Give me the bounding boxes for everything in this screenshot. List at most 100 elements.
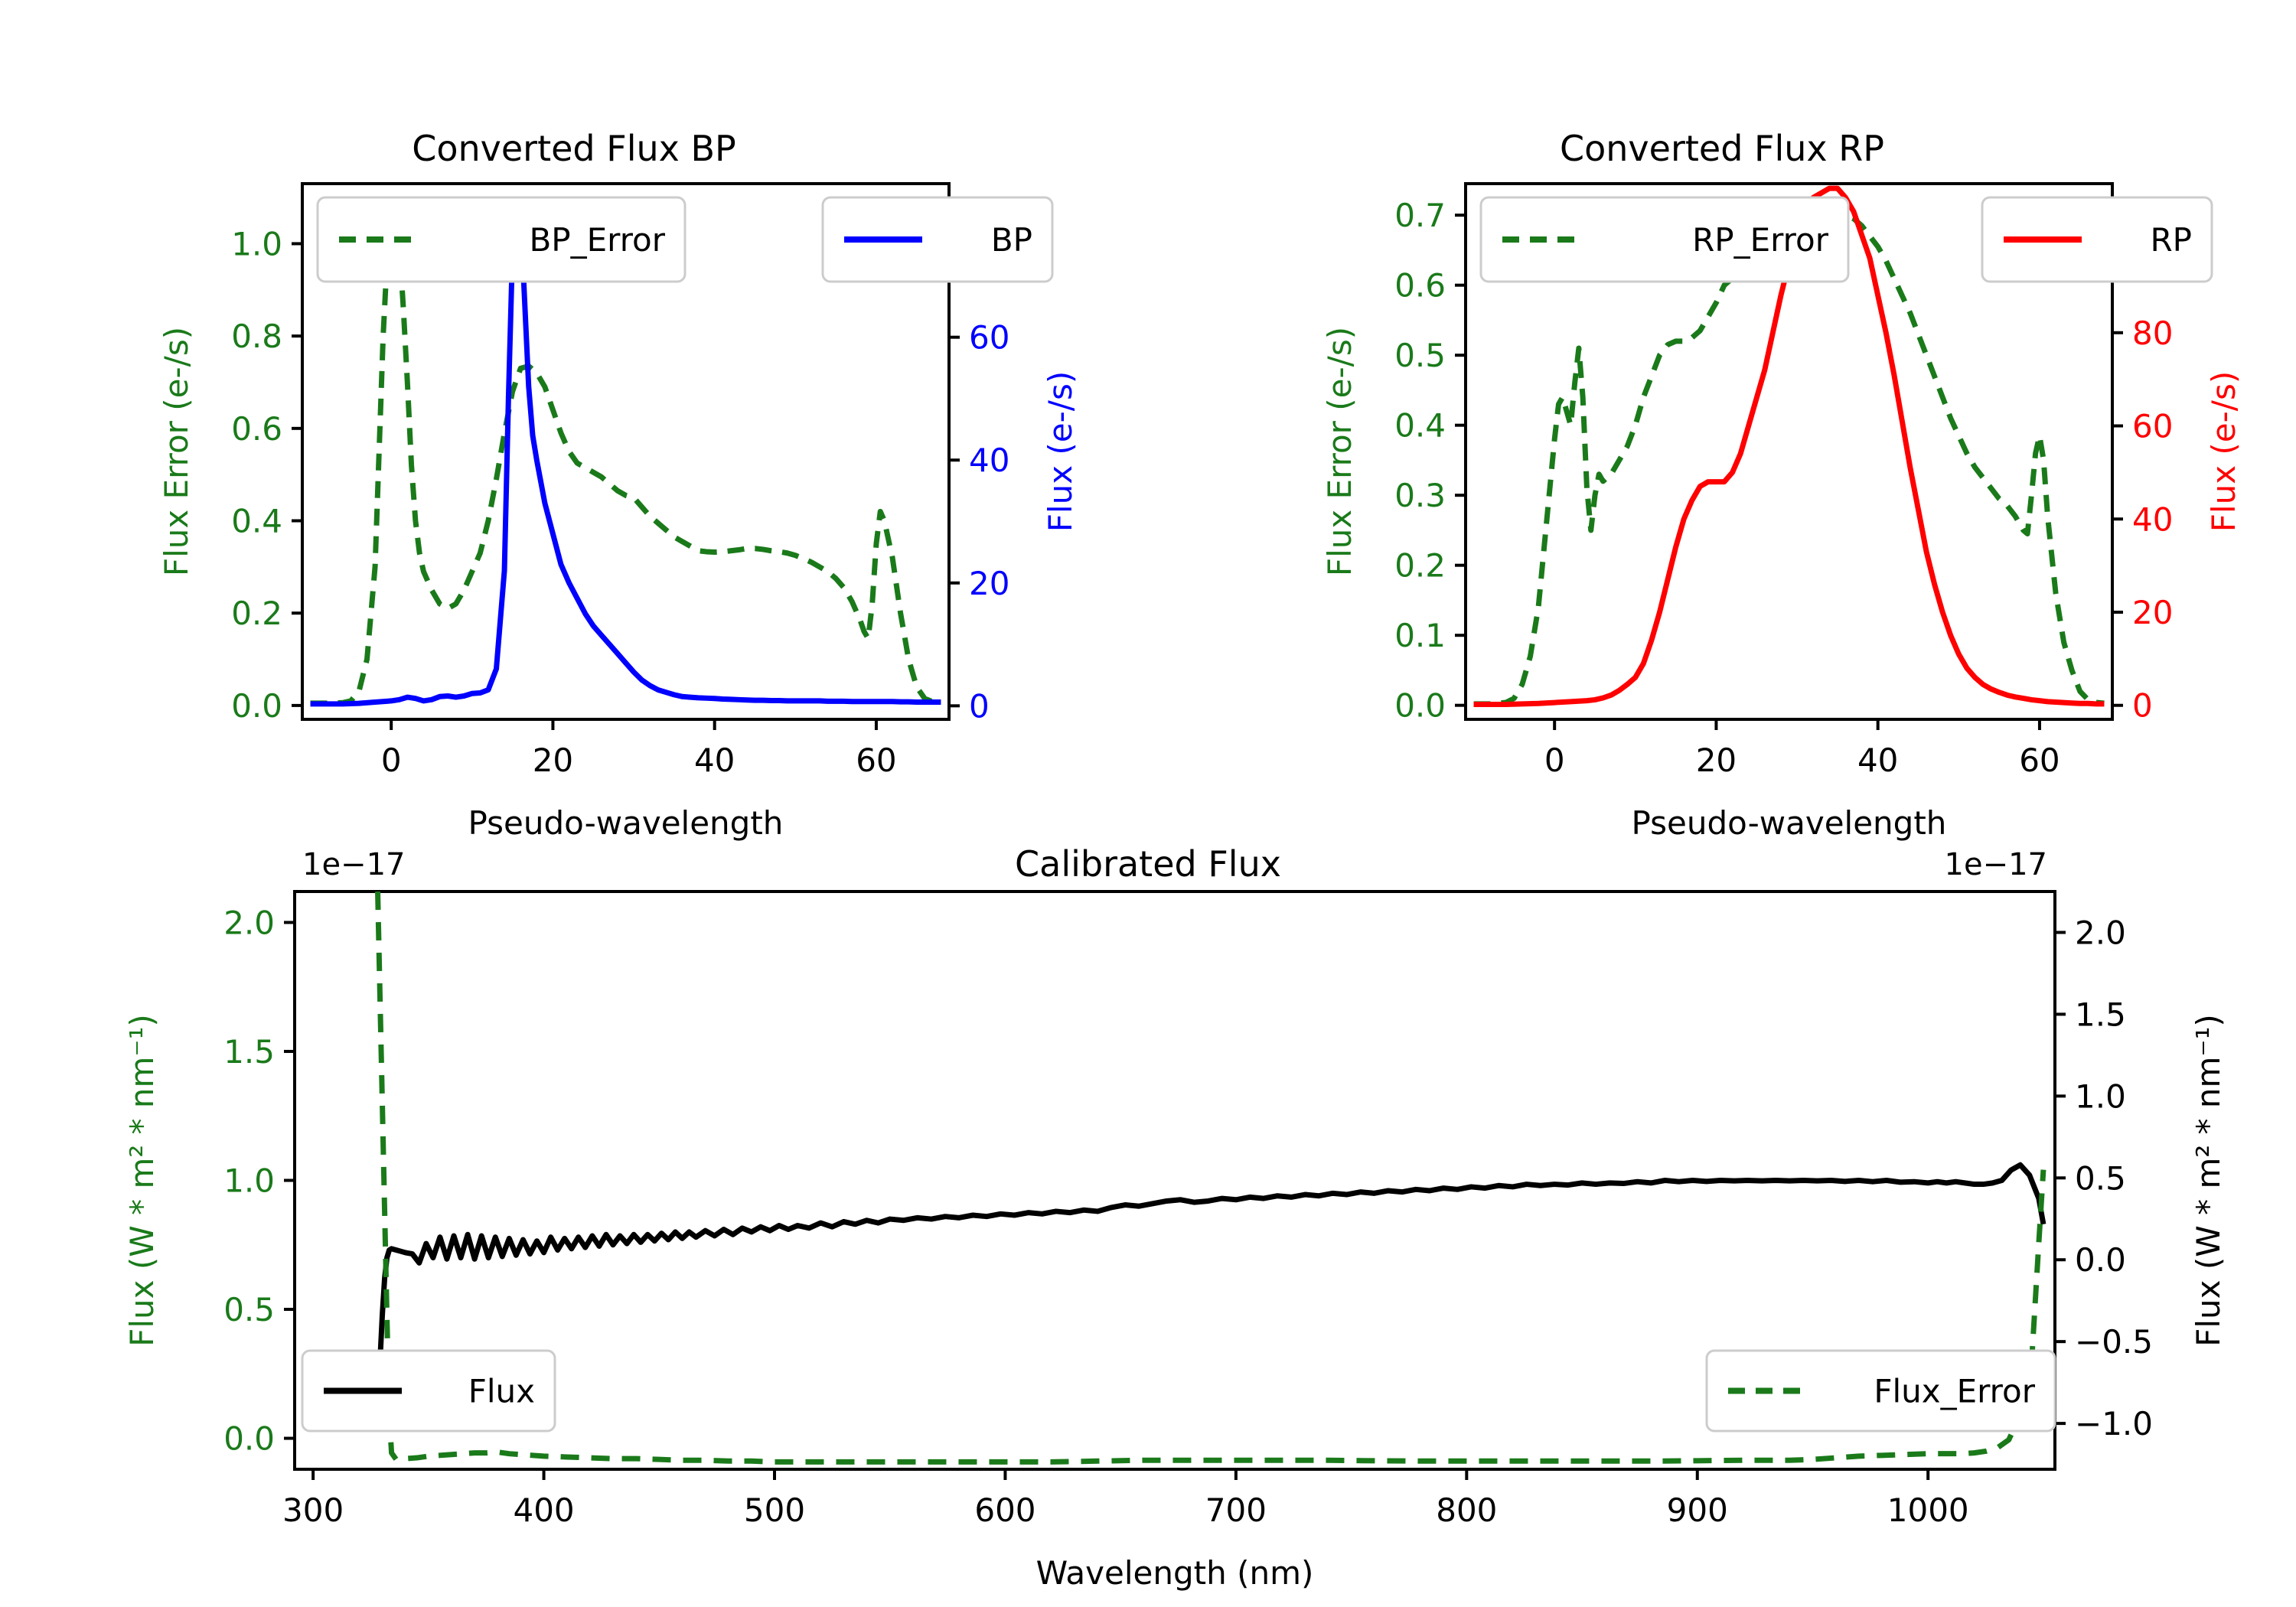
x-axis-label: Pseudo-wavelength: [1632, 804, 1947, 842]
bp-error-legend-label: BP_Error: [529, 221, 665, 259]
rp-title: Converted Flux RP: [1560, 128, 1884, 169]
left-offset-label: 1e−17: [302, 847, 405, 882]
series-line-flux_error: [375, 892, 2047, 1465]
x-tick-label: 1000: [1887, 1491, 1969, 1529]
series-line-rp_error: [1473, 209, 2105, 707]
rp-svg: Converted Flux RP 0 20 40 60 Pseudo-waveleng…: [1321, 128, 2242, 842]
right-axis-label: Flux (W * m² * nm⁻¹): [2190, 1014, 2227, 1347]
x-axis-label: Pseudo-wavelength: [468, 804, 784, 842]
left-tick-label: 0.4: [231, 503, 282, 540]
right-tick-label: 60: [969, 319, 1009, 357]
left-tick-label: 0.6: [1394, 267, 1446, 305]
bp-error-legend-box[interactable]: [316, 196, 687, 283]
left-tick-label: 0.2: [231, 595, 282, 632]
left-tick-label: 0.5: [1394, 337, 1446, 374]
series-line-bp: [310, 199, 941, 707]
left-tick-label: 0.6: [231, 410, 282, 448]
right-axis-label: Flux (e-/s): [2205, 371, 2242, 532]
left-tick-label: 0.7: [1394, 197, 1446, 234]
x-tick-label: 300: [282, 1491, 344, 1529]
x-tick-label: 400: [513, 1491, 574, 1529]
left-tick-label: 0.0: [223, 1420, 275, 1458]
flux-legend-label: Flux: [468, 1373, 535, 1410]
left-tick-label: 0.1: [1394, 617, 1446, 654]
rp-error-legend-label: RP_Error: [1692, 221, 1829, 259]
right-tick-label: 0: [2132, 687, 2153, 725]
right-tick-label: 0.5: [2075, 1159, 2126, 1197]
series-line-bp_error: [310, 213, 942, 706]
left-tick-label: 0.3: [1394, 477, 1446, 514]
rp-legend[interactable]: RP: [1981, 196, 2213, 283]
left-tick-label: 0.5: [223, 1291, 275, 1328]
series-group: [310, 199, 942, 707]
bp-legend-label: BP: [991, 221, 1032, 259]
right-tick-label: 2.0: [2075, 914, 2126, 951]
left-axis-label: Flux (W * m² * nm⁻¹): [123, 1014, 161, 1347]
panel-converted-flux-bp: Converted Flux BP 0 20 40 60 Pseudo-waveleng…: [0, 0, 1148, 842]
series-line-rp: [1473, 185, 2105, 708]
x-tick-label: 0: [1544, 742, 1565, 779]
left-tick-label: 0.0: [1394, 687, 1446, 725]
flux-error-legend-box[interactable]: [1705, 1349, 2056, 1433]
series-line-flux: [375, 1162, 2047, 1408]
x-tick-label: 60: [2019, 742, 2060, 779]
right-tick-label: 40: [2132, 500, 2173, 538]
plot-frame: [301, 182, 951, 721]
left-axis-label: Flux Error (e-/s): [1321, 327, 1358, 576]
flux-error-legend[interactable]: Flux_Error: [1705, 1349, 2056, 1433]
x-tick-label: 900: [1667, 1491, 1728, 1529]
left-tick-label: 0.2: [1394, 547, 1446, 585]
cal-svg: Calibrated Flux 300 400 500 600 700 800 900 100…: [123, 843, 2227, 1592]
rp-legend-box[interactable]: [1981, 196, 2213, 283]
left-tick-label: 0.0: [231, 687, 282, 725]
left-tick-label: 1.0: [231, 225, 282, 262]
right-tick-label: 20: [969, 565, 1009, 602]
x-axis-label: Wavelength (nm): [1036, 1554, 1314, 1592]
bp-title: Converted Flux BP: [412, 128, 736, 169]
right-tick-label: 60: [2132, 408, 2173, 445]
left-tick-label: 1.0: [223, 1162, 275, 1200]
bp-legend[interactable]: BP: [821, 196, 1054, 283]
rp-legend-label: RP: [2150, 221, 2192, 259]
x-tick-label: 20: [533, 742, 573, 779]
plot-frame: [1464, 182, 2114, 721]
right-tick-label: −0.5: [2075, 1323, 2153, 1361]
cal-title: Calibrated Flux: [1015, 843, 1281, 885]
left-tick-label: 1.5: [223, 1033, 275, 1071]
right-tick-label: 40: [969, 442, 1009, 479]
right-tick-label: 1.5: [2075, 996, 2126, 1033]
rp-error-legend[interactable]: RP_Error: [1479, 196, 1850, 283]
right-tick-label: 0.0: [2075, 1241, 2126, 1279]
x-tick-label: 500: [744, 1491, 805, 1529]
x-tick-label: 40: [1857, 742, 1898, 779]
series-group: [375, 892, 2047, 1465]
x-tick-label: 600: [974, 1491, 1035, 1529]
right-tick-label: 0: [969, 687, 990, 725]
right-axis-label: Flux (e-/s): [1042, 371, 1079, 532]
panel-converted-flux-rp: Converted Flux RP 0 20 40 60 Pseudo-waveleng…: [1148, 0, 2296, 842]
right-tick-label: −1.0: [2075, 1405, 2153, 1442]
right-tick-label: 1.0: [2075, 1077, 2126, 1115]
bp-svg: Converted Flux BP 0 20 40 60 Pseudo-waveleng…: [158, 128, 1079, 842]
right-offset-label: 1e−17: [1945, 847, 2047, 882]
right-tick-label: 80: [2132, 315, 2173, 352]
x-tick-label: 800: [1436, 1491, 1497, 1529]
bp-error-legend[interactable]: BP_Error: [316, 196, 687, 283]
flux-legend-box[interactable]: [301, 1349, 556, 1433]
flux-legend[interactable]: Flux: [301, 1349, 556, 1433]
x-tick-label: 20: [1696, 742, 1737, 779]
left-tick-label: 0.8: [231, 318, 282, 355]
x-tick-label: 700: [1205, 1491, 1267, 1529]
left-axis-label: Flux Error (e-/s): [158, 327, 195, 576]
left-tick-label: 2.0: [223, 904, 275, 941]
bp-legend-box[interactable]: [821, 196, 1054, 283]
rp-error-legend-box[interactable]: [1479, 196, 1850, 283]
left-tick-label: 0.4: [1394, 407, 1446, 445]
panel-calibrated-flux: Calibrated Flux 300 400 500 600 700 800 900 100…: [0, 811, 2296, 1607]
x-tick-label: 0: [381, 742, 402, 779]
flux-error-legend-label: Flux_Error: [1874, 1373, 2035, 1410]
x-tick-label: 40: [694, 742, 735, 779]
x-tick-label: 60: [856, 742, 896, 779]
right-tick-label: 20: [2132, 594, 2173, 631]
